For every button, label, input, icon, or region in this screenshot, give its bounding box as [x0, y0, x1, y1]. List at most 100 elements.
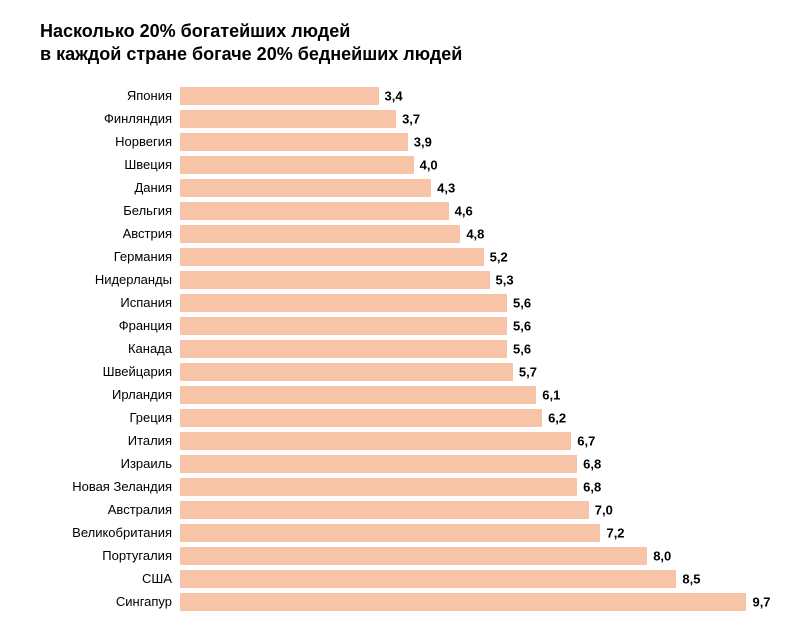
bar-value: 5,2 — [484, 249, 508, 264]
bar-label: Япония — [20, 88, 180, 103]
bar-fill — [180, 317, 507, 335]
bar-value: 4,8 — [460, 226, 484, 241]
bar-label: Новая Зеландия — [20, 479, 180, 494]
bar-value: 6,8 — [577, 456, 601, 471]
bar-label: Бельгия — [20, 203, 180, 218]
bar-label: Греция — [20, 410, 180, 425]
bar-value: 5,6 — [507, 341, 531, 356]
bar-row: Германия5,2 — [20, 246, 764, 268]
bar-label: Австралия — [20, 502, 180, 517]
bar-label: Великобритания — [20, 525, 180, 540]
bar-row: Новая Зеландия 6,8 — [20, 476, 764, 498]
bar-value: 6,8 — [577, 479, 601, 494]
bar-label: Австрия — [20, 226, 180, 241]
bar-fill — [180, 432, 571, 450]
bar-fill — [180, 248, 484, 266]
bar-value: 9,7 — [746, 594, 770, 609]
bar-value: 8,0 — [647, 548, 671, 563]
bar-track: 6,7 — [180, 430, 764, 452]
bar-track: 5,2 — [180, 246, 764, 268]
bar-value: 8,5 — [676, 571, 700, 586]
bar-label: Нидерланды — [20, 272, 180, 287]
bar-track: 8,0 — [180, 545, 764, 567]
bar-track: 6,1 — [180, 384, 764, 406]
bars-area: Япония 3,4 Финляндия 3,7 Норвегия 3,9 Швеция4,… — [20, 85, 764, 613]
bar-value: 3,9 — [408, 134, 432, 149]
bar-row: Греция 6,2 — [20, 407, 764, 429]
bar-row: Израиль 6,8 — [20, 453, 764, 475]
bar-fill — [180, 593, 746, 611]
bar-value: 6,1 — [536, 387, 560, 402]
bar-fill — [180, 386, 536, 404]
bar-label: Ирландия — [20, 387, 180, 402]
bar-label: Дания — [20, 180, 180, 195]
bar-value: 5,6 — [507, 318, 531, 333]
bar-track: 6,8 — [180, 453, 764, 475]
bar-label: Норвегия — [20, 134, 180, 149]
bar-label: Израиль — [20, 456, 180, 471]
bar-track: 8,5 — [180, 568, 764, 590]
bar-track: 6,2 — [180, 407, 764, 429]
bar-row: Испания 5,6 — [20, 292, 764, 314]
bar-track: 4,3 — [180, 177, 764, 199]
bar-fill — [180, 271, 490, 289]
bar-label: Португалия — [20, 548, 180, 563]
bar-row: США 8,5 — [20, 568, 764, 590]
bar-row: Австрия 4,8 — [20, 223, 764, 245]
chart-title-line2: в каждой стране богаче 20% беднейших люд… — [40, 44, 462, 64]
bar-value: 5,3 — [490, 272, 514, 287]
bar-value: 6,2 — [542, 410, 566, 425]
bar-row: Канада 5,6 — [20, 338, 764, 360]
bar-row: Австралия7,0 — [20, 499, 764, 521]
bar-label: США — [20, 571, 180, 586]
bar-value: 5,7 — [513, 364, 537, 379]
bar-value: 4,6 — [449, 203, 473, 218]
bar-track: 7,0 — [180, 499, 764, 521]
bar-row: Япония 3,4 — [20, 85, 764, 107]
bar-value: 7,2 — [600, 525, 624, 540]
bar-fill — [180, 340, 507, 358]
bar-row: Норвегия 3,9 — [20, 131, 764, 153]
bar-row: Бельгия 4,6 — [20, 200, 764, 222]
bar-track: 3,7 — [180, 108, 764, 130]
bar-value: 3,4 — [379, 88, 403, 103]
bar-fill — [180, 156, 414, 174]
bar-fill — [180, 202, 449, 220]
bar-label: Испания — [20, 295, 180, 310]
bar-track: 5,7 — [180, 361, 764, 383]
bar-value: 4,3 — [431, 180, 455, 195]
bar-label: Канада — [20, 341, 180, 356]
bar-row: Великобритания 7,2 — [20, 522, 764, 544]
bar-fill — [180, 110, 396, 128]
bar-label: Швейцария — [20, 364, 180, 379]
bar-row: Италия6,7 — [20, 430, 764, 452]
bar-value: 4,0 — [414, 157, 438, 172]
bar-fill — [180, 409, 542, 427]
chart-container: Насколько 20% богатейших людей в каждой … — [0, 0, 794, 630]
bar-fill — [180, 133, 408, 151]
bar-fill — [180, 87, 379, 105]
bar-fill — [180, 225, 460, 243]
bar-row: Швеция4,0 — [20, 154, 764, 176]
bar-track: 5,3 — [180, 269, 764, 291]
bar-track: 7,2 — [180, 522, 764, 544]
bar-fill — [180, 501, 589, 519]
bar-row: Сингапур9,7 — [20, 591, 764, 613]
bar-row: Франция5,6 — [20, 315, 764, 337]
bar-row: Португалия 8,0 — [20, 545, 764, 567]
bar-track: 4,8 — [180, 223, 764, 245]
bar-track: 4,0 — [180, 154, 764, 176]
bar-row: Ирландия 6,1 — [20, 384, 764, 406]
bar-row: Швейцария 5,7 — [20, 361, 764, 383]
bar-row: Дания 4,3 — [20, 177, 764, 199]
bar-track: 3,4 — [180, 85, 764, 107]
bar-track: 3,9 — [180, 131, 764, 153]
bar-value: 3,7 — [396, 111, 420, 126]
bar-label: Финляндия — [20, 111, 180, 126]
bar-fill — [180, 570, 676, 588]
bar-value: 5,6 — [507, 295, 531, 310]
bar-fill — [180, 294, 507, 312]
bar-row: Финляндия 3,7 — [20, 108, 764, 130]
bar-fill — [180, 524, 600, 542]
bar-fill — [180, 455, 577, 473]
